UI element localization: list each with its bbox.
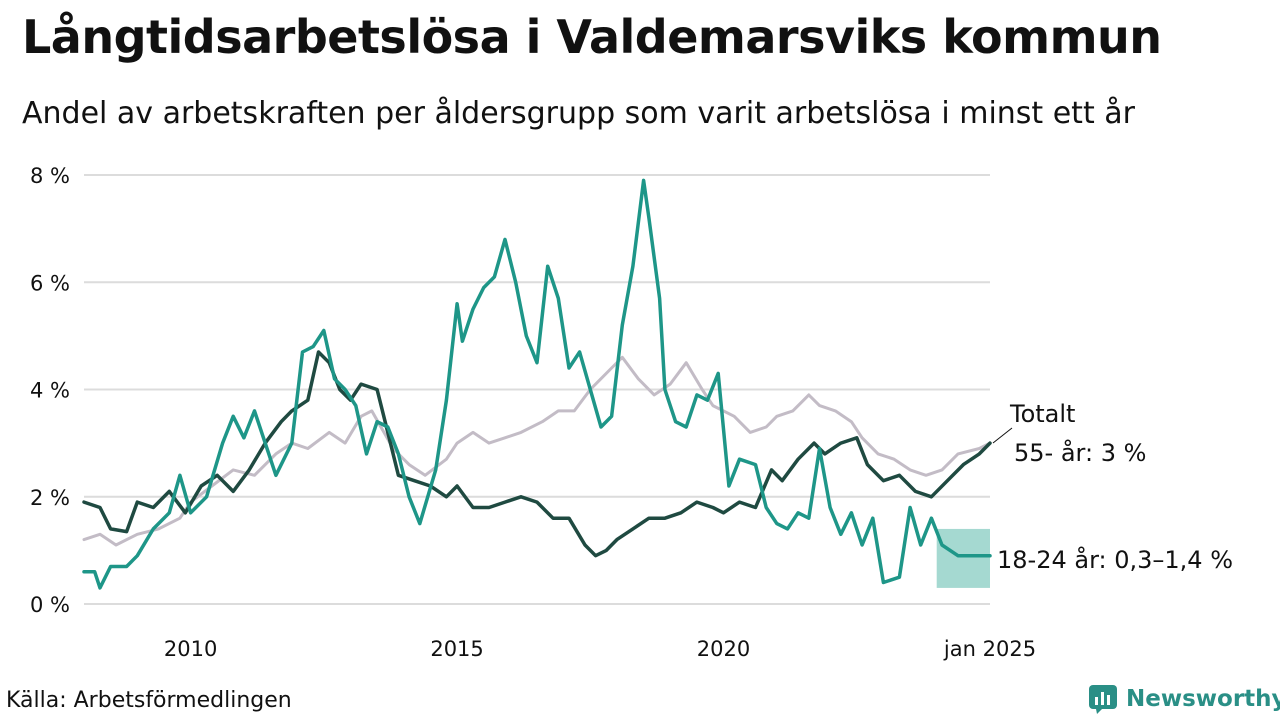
- y-axis-ticks: 0 % 2 % 4 % 6 % 8 %: [30, 164, 70, 617]
- senior-end-label: 55- år: 3 %: [1014, 438, 1146, 467]
- y-tick-label: 4 %: [30, 379, 70, 403]
- youth-range-band: [936, 528, 990, 588]
- youth-end-label: 18-24 år: 0,3–1,4 %: [997, 545, 1233, 574]
- x-tick-label: 2020: [697, 637, 750, 661]
- series-line-youth: [82, 178, 992, 590]
- series-line-total: [82, 355, 992, 547]
- totalt-leader-line: [992, 427, 1013, 444]
- x-tick-label: jan 2025: [943, 637, 1036, 661]
- y-tick-label: 0 %: [30, 593, 70, 617]
- series-line-senior: [82, 350, 992, 558]
- x-tick-label: 2015: [430, 637, 483, 661]
- totalt-label: Totalt: [1009, 400, 1075, 428]
- y-tick-label: 2 %: [30, 486, 70, 510]
- y-tick-label: 6 %: [30, 271, 70, 295]
- confidence-band-layer: [936, 528, 990, 588]
- source-note: Källa: Arbetsförmedlingen: [6, 688, 292, 713]
- gridlines: [84, 174, 990, 605]
- chart-title: Långtidsarbetslösa i Valdemarsviks kommu…: [22, 10, 1162, 64]
- x-tick-label: 2010: [164, 637, 217, 661]
- brand-logo: Newsworthy: [1088, 684, 1280, 714]
- x-axis-ticks: 2010 2015 2020 jan 2025: [164, 637, 1036, 661]
- chart-subtitle: Andel av arbetskraften per åldersgrupp s…: [22, 96, 1135, 131]
- bar-chart-icon: [1089, 685, 1117, 714]
- brand-name: Newsworthy: [1126, 686, 1280, 712]
- series-lines: [82, 178, 992, 590]
- y-tick-label: 8 %: [30, 164, 70, 188]
- series-end-labels: Totalt 55- år: 3 % 18-24 år: 0,3–1,4 %: [992, 400, 1233, 574]
